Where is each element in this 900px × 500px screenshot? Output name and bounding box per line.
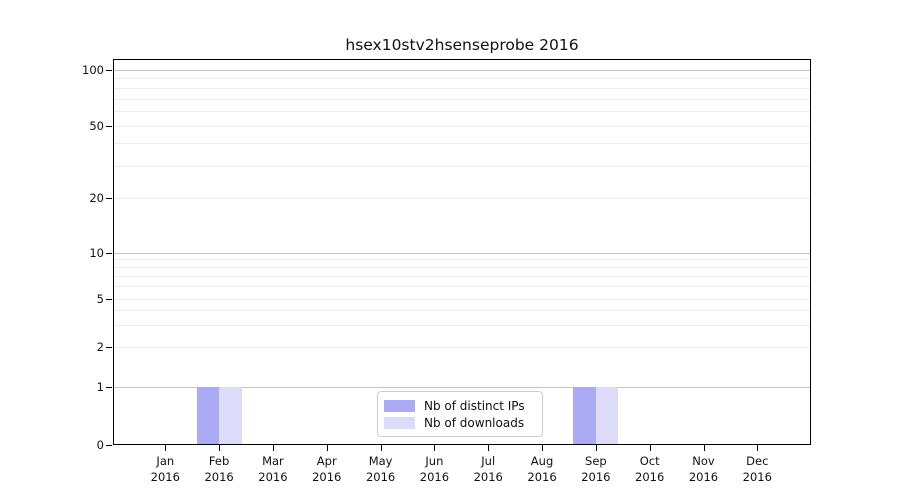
x-tick bbox=[219, 445, 221, 451]
x-tick bbox=[595, 445, 597, 451]
x-tick-label: Jun 2016 bbox=[406, 453, 462, 485]
x-tick bbox=[434, 445, 436, 451]
x-tick bbox=[757, 445, 759, 451]
x-tick-label: Jan 2016 bbox=[137, 453, 193, 485]
x-tick bbox=[326, 445, 328, 451]
legend-item-downloads: Nb of downloads bbox=[384, 415, 535, 431]
y-tick-label: 20 bbox=[89, 191, 104, 205]
x-tick bbox=[542, 445, 544, 451]
y-tick-label: 10 bbox=[89, 245, 104, 260]
x-tick-label-year: 2016 bbox=[581, 470, 611, 484]
x-tick-label-month: May bbox=[368, 454, 393, 468]
y-tick-label: 5 bbox=[96, 291, 104, 306]
x-tick-label: Mar 2016 bbox=[245, 453, 301, 485]
x-tick-label: Dec 2016 bbox=[729, 453, 785, 485]
legend-label-distinct-ips: Nb of distinct IPs bbox=[424, 398, 525, 413]
x-tick-label: Oct 2016 bbox=[622, 453, 678, 485]
x-tick bbox=[165, 445, 167, 451]
gridline-minor bbox=[114, 310, 810, 312]
x-tick-label-month: Apr bbox=[316, 454, 337, 468]
y-tick-label: 1 bbox=[96, 380, 104, 394]
y-tick bbox=[106, 125, 112, 127]
gridline-major bbox=[114, 252, 810, 254]
x-tick-label-year: 2016 bbox=[312, 470, 342, 484]
x-tick-label-year: 2016 bbox=[742, 470, 772, 484]
y-tick-label: 0 bbox=[96, 438, 104, 452]
x-tick-label-month: Jul bbox=[481, 454, 496, 468]
x-tick-label: Aug 2016 bbox=[514, 453, 570, 485]
y-tick bbox=[106, 445, 112, 446]
x-tick-label-month: Jun bbox=[425, 454, 444, 468]
x-tick-label-year: 2016 bbox=[635, 470, 665, 484]
x-tick-label: Feb 2016 bbox=[191, 453, 247, 485]
bar-downloads-feb bbox=[219, 387, 242, 444]
plot-area bbox=[113, 59, 811, 445]
chart-title: hsex10stv2hsenseprobe 2016 bbox=[345, 36, 579, 54]
x-tick-label: Sep 2016 bbox=[568, 453, 624, 485]
x-tick bbox=[649, 445, 651, 451]
gridline-minor bbox=[114, 110, 810, 112]
x-tick-label-year: 2016 bbox=[419, 470, 450, 484]
x-tick-label-month: Oct bbox=[639, 454, 660, 468]
x-tick-label-month: Dec bbox=[746, 454, 769, 468]
x-tick-label: Nov 2016 bbox=[676, 453, 732, 485]
gridline-major bbox=[114, 70, 810, 71]
bar-distinct-ips-feb bbox=[196, 387, 220, 444]
gridline-minor bbox=[114, 143, 810, 145]
legend-swatch-distinct-ips bbox=[384, 399, 415, 412]
y-tick bbox=[106, 346, 112, 348]
x-tick-label-month: Nov bbox=[692, 454, 715, 468]
x-tick-label: May 2016 bbox=[353, 453, 409, 485]
gridline-minor bbox=[114, 98, 810, 100]
gridline-minor bbox=[114, 346, 810, 348]
y-tick-label: 2 bbox=[96, 339, 104, 354]
y-tick bbox=[106, 298, 112, 300]
gridline-major bbox=[114, 387, 810, 388]
y-tick bbox=[106, 198, 112, 199]
gridline-minor bbox=[114, 325, 810, 327]
y-tick bbox=[106, 252, 112, 254]
x-tick-label-year: 2016 bbox=[150, 470, 180, 484]
gridline-minor bbox=[114, 165, 810, 167]
y-tick bbox=[106, 70, 112, 71]
y-tick bbox=[106, 387, 112, 388]
x-tick bbox=[488, 445, 490, 451]
y-tick-label: 50 bbox=[89, 118, 104, 133]
x-tick-label-year: 2016 bbox=[204, 470, 234, 484]
gridline-minor bbox=[114, 125, 810, 127]
gridline-minor bbox=[114, 276, 810, 278]
bar-downloads-sep bbox=[595, 387, 619, 444]
x-tick-label-month: Jan bbox=[156, 454, 175, 468]
x-tick-label: Jul 2016 bbox=[460, 453, 516, 485]
legend-label-downloads: Nb of downloads bbox=[424, 415, 525, 430]
gridline-minor bbox=[114, 87, 810, 89]
gridline-minor bbox=[114, 78, 810, 80]
gridline-minor bbox=[114, 198, 810, 199]
legend: Nb of distinct IPs Nb of downloads bbox=[377, 391, 543, 437]
x-tick-label-month: Feb bbox=[208, 454, 230, 468]
x-tick-label-month: Mar bbox=[262, 454, 284, 468]
y-tick-label: 100 bbox=[82, 63, 104, 77]
x-tick bbox=[272, 445, 274, 451]
bar-distinct-ips-sep bbox=[573, 387, 596, 444]
x-tick-label-month: Sep bbox=[585, 454, 607, 468]
x-tick bbox=[703, 445, 705, 451]
legend-swatch-downloads bbox=[384, 416, 415, 429]
gridline-minor bbox=[114, 267, 810, 269]
gridline-minor bbox=[114, 259, 810, 261]
x-tick-label-year: 2016 bbox=[365, 470, 396, 484]
x-tick bbox=[380, 445, 382, 451]
grid-layer bbox=[114, 60, 810, 444]
x-tick-label: Apr 2016 bbox=[299, 453, 355, 485]
gridline-minor bbox=[114, 286, 810, 288]
x-tick-label-year: 2016 bbox=[688, 470, 719, 484]
x-tick-label-year: 2016 bbox=[473, 470, 503, 484]
bar-layer bbox=[114, 60, 810, 444]
x-tick-label-year: 2016 bbox=[527, 470, 557, 484]
legend-item-distinct-ips: Nb of distinct IPs bbox=[384, 398, 535, 414]
x-tick-label-year: 2016 bbox=[258, 470, 288, 484]
x-tick-label-month: Aug bbox=[530, 454, 554, 468]
gridline-minor bbox=[114, 298, 810, 300]
